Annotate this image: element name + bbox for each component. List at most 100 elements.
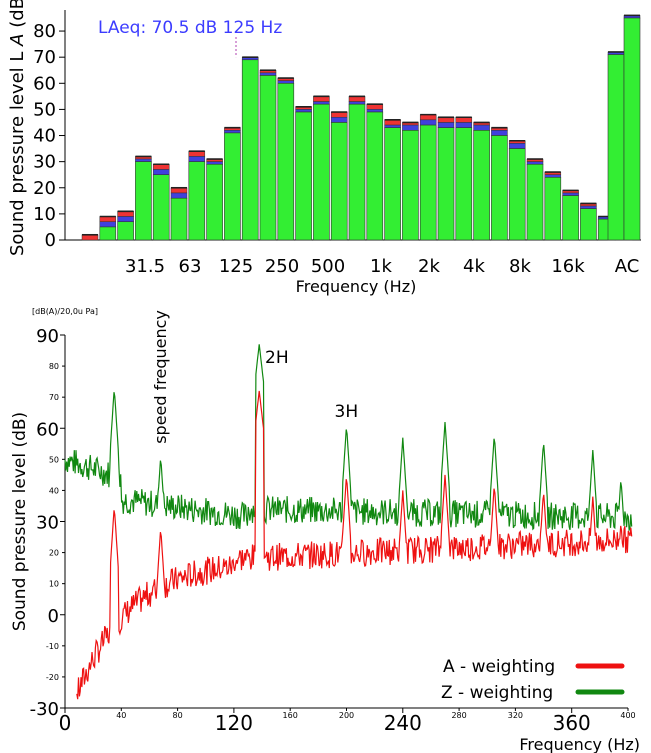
x-tick-label: 2k <box>418 256 440 277</box>
bar-blue <box>188 156 206 162</box>
x-tick-label: 125 <box>219 256 253 277</box>
laeq-annotation: LAeq: 70.5 dB 125 Hz <box>98 18 282 38</box>
bar-green <box>402 130 419 241</box>
y-tick-label: 30 <box>36 513 59 534</box>
bar-green <box>607 54 625 241</box>
y-tick-label: 10 <box>33 204 56 225</box>
annotation-3h: 3H <box>335 402 359 422</box>
bar-blue <box>277 80 295 84</box>
x-axis-label: Frequency (Hz) <box>296 277 417 296</box>
y-tick-label: 0 <box>45 230 56 251</box>
y-tick-label: 30 <box>33 152 56 173</box>
y-tick-label: -30 <box>30 699 59 720</box>
y-tick-label: 90 <box>36 326 59 347</box>
bar-green <box>313 103 330 241</box>
bar-green <box>562 195 579 241</box>
bar-blue <box>135 158 152 162</box>
y-tick-label: 40 <box>33 126 56 147</box>
z-weighting-line <box>64 344 633 533</box>
bar-green <box>188 161 206 241</box>
x-tick-label: 500 <box>311 256 345 277</box>
bar-green <box>259 75 277 241</box>
bar-green <box>241 59 259 241</box>
legend-a-label: A - weighting <box>443 657 555 677</box>
x-tick-label-minor: 280 <box>451 711 466 720</box>
x-tick-label: 360 <box>553 711 591 735</box>
bar-blue <box>313 101 330 105</box>
bar-blue <box>366 109 384 113</box>
x-tick-label: 0 <box>59 711 72 735</box>
x-tick-label-minor: 320 <box>508 711 523 720</box>
a-weighting-line <box>76 390 633 700</box>
spectrum-chart: [dB(A)/20,0u Pa]-300306090-20-1010204050… <box>10 307 640 753</box>
bar-blue <box>473 124 490 131</box>
x-tick-label-minor: 400 <box>620 711 635 720</box>
x-tick-label: 4k <box>463 256 485 277</box>
x-tick-label: AC <box>615 256 640 277</box>
bar-blue <box>259 72 277 76</box>
y-tick-label-minor: -20 <box>46 673 59 682</box>
x-tick-label-minor: 40 <box>116 711 126 720</box>
bar-green <box>544 177 562 241</box>
y-tick-label-minor: 70 <box>49 393 59 402</box>
x-tick-label: 240 <box>384 711 422 735</box>
bar-green <box>491 135 508 241</box>
annotation-2h: 2H <box>265 348 289 368</box>
y-tick-label-minor: 50 <box>49 455 59 464</box>
bar-green <box>206 163 223 241</box>
y-tick-label: 80 <box>33 21 56 42</box>
bar-green <box>224 132 241 241</box>
y-tick-label: 0 <box>48 606 59 627</box>
bar-green <box>437 127 455 241</box>
x-tick-label-minor: 80 <box>173 711 183 720</box>
units-label: [dB(A)/20,0u Pa] <box>32 307 98 316</box>
bar-blue <box>206 161 223 165</box>
bar-blue <box>580 205 597 209</box>
bar-green <box>526 163 544 241</box>
bar-blue <box>455 122 473 128</box>
y-axis-label: Sound pressure level (dB) <box>10 412 30 631</box>
bar-blue <box>170 192 188 199</box>
bar-blue <box>508 143 526 149</box>
bar-blue <box>562 192 579 196</box>
bar-blue <box>384 124 401 128</box>
x-tick-label: 1k <box>370 256 392 277</box>
x-tick-label: 31.5 <box>125 256 165 277</box>
annotation-speed-frequency: speed frequency <box>151 310 170 444</box>
bar-blue <box>295 109 312 113</box>
x-tick-label: 63 <box>179 256 202 277</box>
bar-blue <box>437 122 455 128</box>
bar-blue <box>330 116 348 123</box>
bar-blue <box>224 130 241 134</box>
bar-green <box>384 127 401 241</box>
bar-green <box>366 111 384 241</box>
x-tick-label-minor: 160 <box>283 711 298 720</box>
x-tick-label: 120 <box>215 711 253 735</box>
bar-green <box>419 124 437 241</box>
bar-green <box>623 17 641 241</box>
bar-blue <box>348 101 366 105</box>
octave-band-chart: 0 10 20 30 40 50 60 70 80 31.5 63 125 250 500 1k 2k 4k 8k… <box>7 0 641 296</box>
y-tick-label-minor: 20 <box>49 549 59 558</box>
bar-green <box>295 111 312 241</box>
y-tick-label: 60 <box>36 419 59 440</box>
y-tick-label-minor: 10 <box>49 580 59 589</box>
y-tick-label: 60 <box>33 73 56 94</box>
bar-green <box>170 197 188 241</box>
bar-green <box>508 148 526 241</box>
bar-green <box>117 221 134 241</box>
y-axis-label: Sound pressure level L A (dB) <box>7 0 28 256</box>
y-tick-label-minor: -10 <box>46 642 59 651</box>
bar-blue <box>152 169 170 175</box>
y-tick-label: 70 <box>33 47 56 68</box>
bar-green <box>348 103 366 241</box>
bar-blue <box>526 161 544 165</box>
bar-green <box>580 208 597 241</box>
bar-green <box>473 130 490 241</box>
y-tick-label: 20 <box>33 178 56 199</box>
bar-green <box>330 122 348 241</box>
legend-z-label: Z - weighting <box>441 683 553 703</box>
x-tick-label: 16k <box>551 256 585 277</box>
bar-blue <box>544 174 562 178</box>
bar-green <box>152 174 170 241</box>
